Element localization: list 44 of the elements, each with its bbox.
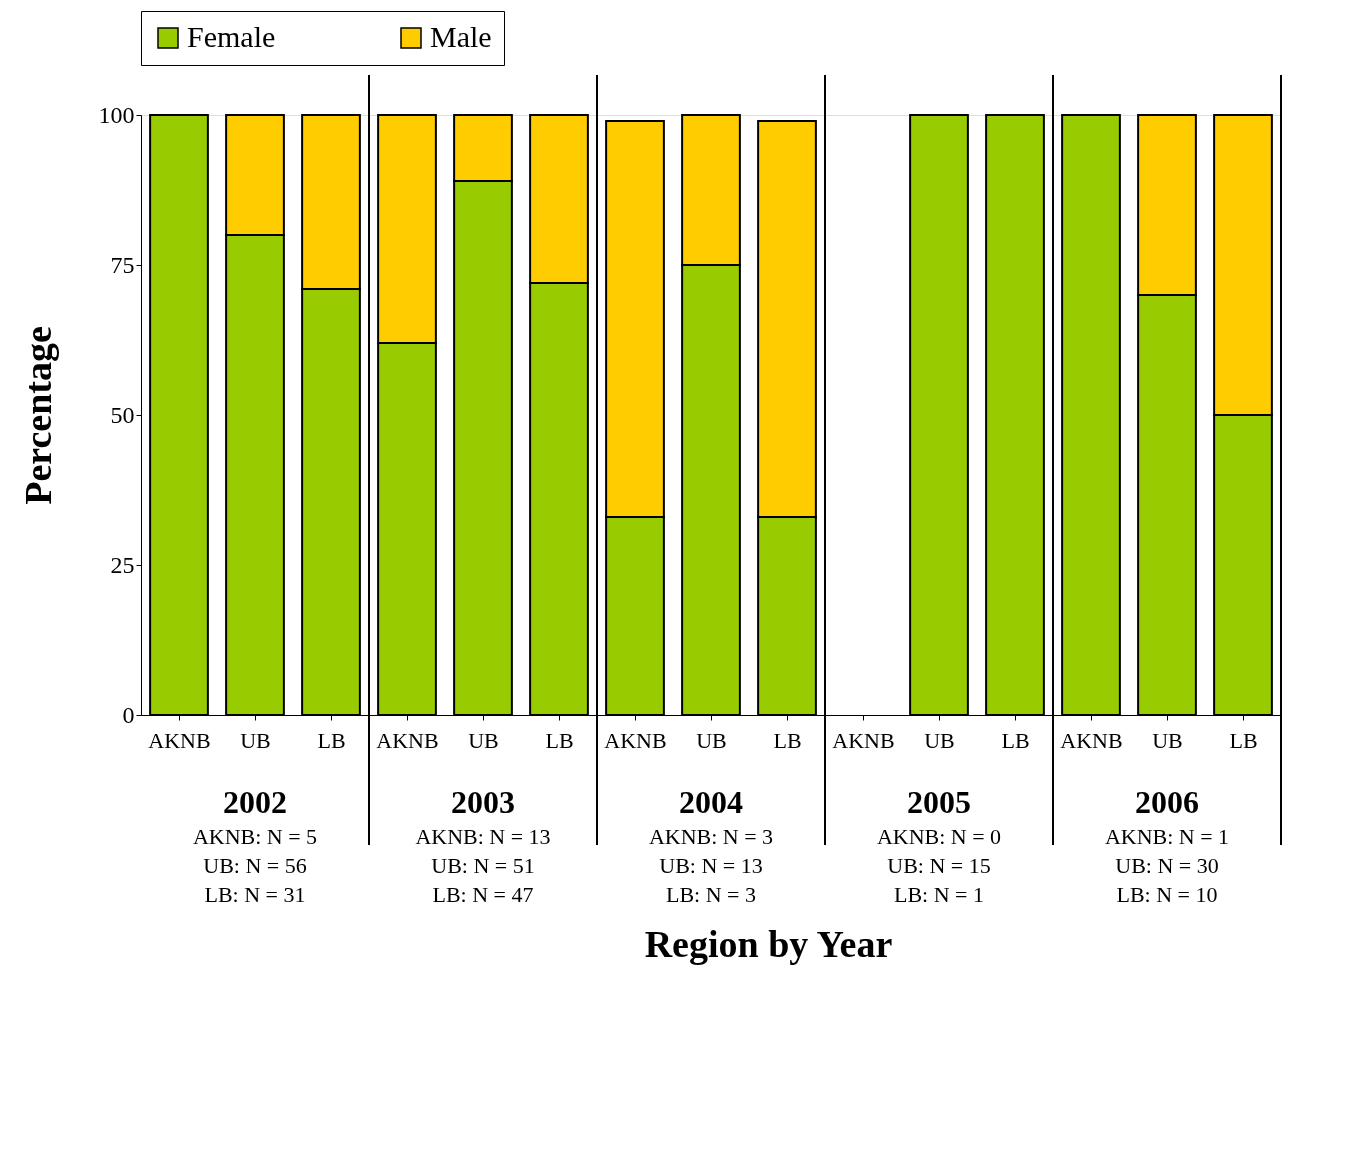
- text: LB: N = 47: [432, 882, 534, 907]
- text: 2004: [679, 784, 743, 820]
- x-tick-label: UB: [468, 727, 499, 753]
- legend-label: Female: [187, 20, 276, 53]
- text: AKNB: N = 1: [1104, 824, 1230, 849]
- text: UB: N = 51: [431, 853, 535, 878]
- y-axis-title: Percentage: [16, 326, 59, 505]
- y-tick-label: 25: [110, 551, 135, 578]
- x-tick-label: LB: [545, 727, 574, 753]
- text: 2003: [451, 784, 515, 820]
- y-tick-label: 0: [122, 701, 135, 728]
- text: LB: N = 3: [665, 882, 757, 907]
- text: 2002: [223, 784, 287, 820]
- x-tick-label: LB: [1229, 727, 1258, 753]
- text: LB: N = 31: [204, 882, 306, 907]
- x-tick-label: UB: [696, 727, 727, 753]
- text: AKNB: N = 3: [648, 824, 774, 849]
- text: AKNB: N = 0: [876, 824, 1002, 849]
- text: AKNB: N = 13: [415, 824, 551, 849]
- x-tick-label: LB: [317, 727, 346, 753]
- x-axis-title: Region by Year: [644, 922, 893, 965]
- y-tick-label: 75: [110, 251, 135, 278]
- x-tick-label: UB: [1152, 727, 1183, 753]
- y-tick-label: 100: [98, 101, 135, 128]
- y-tick-label: 50: [110, 401, 135, 428]
- x-tick-label: LB: [773, 727, 802, 753]
- text: UB: N = 30: [1115, 853, 1219, 878]
- text: UB: N = 15: [887, 853, 991, 878]
- text: AKNB: N = 5: [192, 824, 318, 849]
- x-tick-label: UB: [924, 727, 955, 753]
- x-tick-label: AKNB: [1060, 727, 1123, 753]
- x-tick-label: AKNB: [832, 727, 895, 753]
- text: UB: N = 13: [659, 853, 763, 878]
- text: 2005: [907, 784, 971, 820]
- legend-label: Male: [430, 20, 492, 53]
- x-tick-label: AKNB: [604, 727, 667, 753]
- text: UB: N = 56: [203, 853, 307, 878]
- x-tick-label: LB: [1001, 727, 1030, 753]
- x-tick-label: AKNB: [148, 727, 211, 753]
- text: LB: N = 1: [893, 882, 985, 907]
- text: LB: N = 10: [1116, 882, 1218, 907]
- text: 2006: [1135, 784, 1199, 820]
- x-tick-label: AKNB: [376, 727, 439, 753]
- x-tick-label: UB: [240, 727, 271, 753]
